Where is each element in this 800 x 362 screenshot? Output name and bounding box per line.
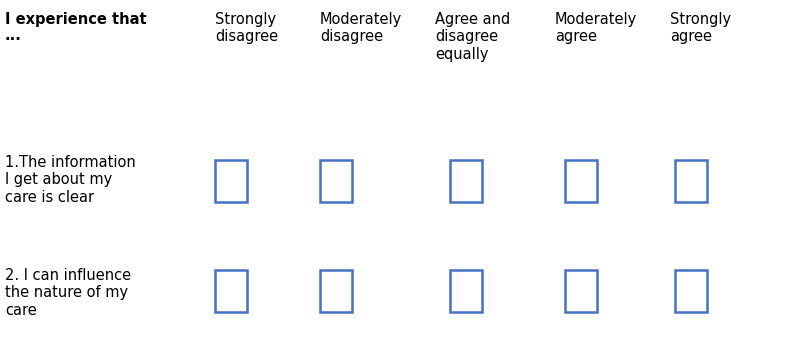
Bar <box>320 270 352 312</box>
Bar <box>675 270 707 312</box>
Text: Strongly
agree: Strongly agree <box>670 12 731 45</box>
Bar <box>675 160 707 202</box>
Text: I experience that: I experience that <box>5 12 146 27</box>
Text: 2. I can influence
the nature of my
care: 2. I can influence the nature of my care <box>5 268 131 318</box>
Text: Strongly
disagree: Strongly disagree <box>215 12 278 45</box>
Bar <box>215 270 247 312</box>
Bar <box>450 160 482 202</box>
Bar <box>215 160 247 202</box>
Text: Moderately
disagree: Moderately disagree <box>320 12 402 45</box>
Text: Agree and
disagree
equally: Agree and disagree equally <box>435 12 510 62</box>
Text: ...: ... <box>5 28 22 43</box>
Bar <box>450 270 482 312</box>
Text: Moderately
agree: Moderately agree <box>555 12 638 45</box>
Bar <box>565 270 597 312</box>
Bar <box>320 160 352 202</box>
Text: 1.The information
I get about my
care is clear: 1.The information I get about my care is… <box>5 155 136 205</box>
Bar <box>565 160 597 202</box>
